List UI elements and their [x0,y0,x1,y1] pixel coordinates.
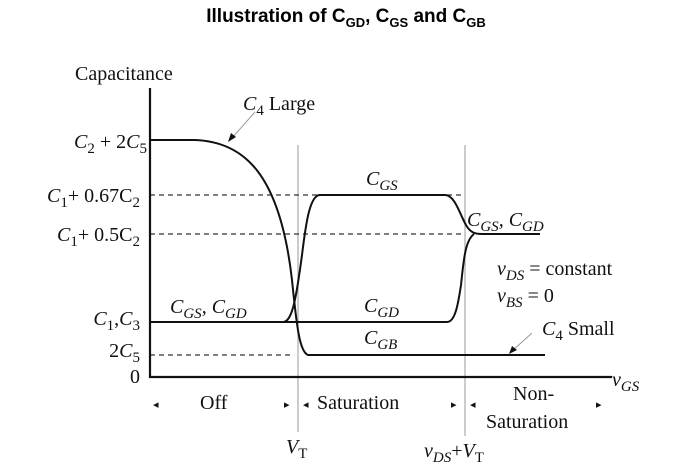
label-c4-small: C4 Small [542,318,615,344]
region-nonsat-right-arrow-icon: ▸ [596,398,602,411]
region-nonsat-label-1: Non- [513,383,554,405]
x-axis-label: vGS [612,369,640,395]
y-tick-2c5: 2C5 [109,340,140,366]
condition-vds: vDS = constant [497,258,613,284]
marker-vt: VT [286,436,307,462]
label-cgd-saturation: CGD [364,295,399,321]
region-saturation-label: Saturation [317,392,399,414]
label-cgs-cgd-off: CGS, CGD [170,296,247,322]
y-tick-c2-2c5: C2 + 2C5 [74,131,147,157]
region-nonsat-left-arrow-icon: ◂ [470,398,476,411]
c4-small-leader [511,332,533,352]
region-nonsat-label-2: Saturation [486,411,568,433]
c4-small-arrow-icon [509,346,517,354]
cgb-curve [150,139,545,356]
region-off-label: Off [200,392,228,414]
y-tick-c1-05c2: C1+ 0.5C2 [57,224,140,250]
condition-vbs: vBS = 0 [497,285,554,311]
y-axis-label: Capacitance [75,63,173,85]
y-tick-c1-c3: C1,C3 [93,308,140,334]
label-cgs-saturation: CGS [366,168,398,194]
region-off-left-arrow-icon: ◂ [153,398,159,411]
region-off-right-arrow-icon: ▸ [284,398,290,411]
c4-large-arrow-icon [228,133,236,142]
cgs-curve [150,194,540,323]
label-cgs-cgd-nonsat: CGS, CGD [467,209,544,235]
label-c4-large: C4 Large [243,93,315,119]
label-cgb-saturation: CGB [364,327,397,353]
diagram-title: Illustration of CGD, CGS and CGB [206,6,486,30]
region-sat-left-arrow-icon: ◂ [303,398,309,411]
marker-vds-plus-vt: vDS+VT [424,440,484,466]
y-tick-c1-067c2: C1+ 0.67C2 [47,185,140,211]
c4-large-leader [231,111,256,139]
cgd-curve [283,233,475,323]
y-tick-0: 0 [130,366,140,388]
region-sat-right-arrow-icon: ▸ [451,398,457,411]
